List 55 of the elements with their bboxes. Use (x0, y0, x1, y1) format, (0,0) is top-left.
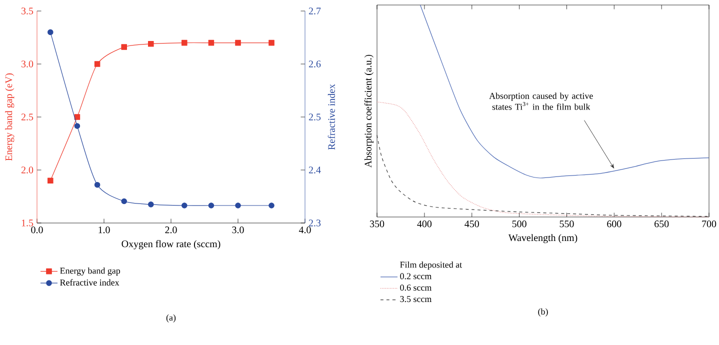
point (208, 202, 214, 208)
x-tick-label: 2.0 (165, 226, 177, 234)
point (74, 114, 80, 120)
x-tick-label: 700 (702, 220, 716, 228)
x-tick-label: 350 (370, 220, 384, 228)
y2-axis-title: Refractive index (328, 84, 335, 150)
y-tick-label: 3.0 (22, 60, 34, 68)
x-tick-label: 1.0 (98, 226, 110, 234)
point (268, 202, 274, 208)
point (48, 29, 54, 36)
y-tick-label: 3.5 (22, 8, 34, 14)
point (235, 40, 241, 46)
x-tick-label: 500 (512, 220, 526, 228)
legend-title: Film deposited at (400, 261, 462, 270)
x-tick-label: 600 (607, 220, 622, 228)
annotation: Absorption caused by active states Ti$^{3+}$ in the film bulk (489, 92, 593, 110)
y2-tick-label: 2.7 (308, 8, 321, 14)
legend-label: 3.5 sccm (400, 296, 432, 302)
x-tick-label: 550 (560, 220, 574, 228)
point (182, 40, 188, 46)
legend-label: 0.2 sccm (400, 273, 432, 280)
point (94, 61, 100, 67)
text: (b) (538, 308, 548, 316)
y-tick-label: 1.5 (22, 220, 34, 226)
x-tick-label: 400 (417, 220, 432, 228)
legend-label: Refractive index (60, 279, 120, 286)
point (121, 198, 127, 204)
y-tick-label: 2.0 (21, 166, 34, 174)
point (208, 40, 214, 46)
text: (a) (166, 314, 176, 322)
y-tick-label: 2.5 (21, 114, 34, 120)
legend-label: 0.6 sccm (400, 284, 432, 291)
x-axis-title: Oxygen flow rate (sccm) (122, 240, 220, 250)
y2-tick-label: 2.3 (308, 220, 321, 226)
y2-tick-label: 2.4 (308, 166, 321, 174)
x-axis-title: Wavelength (nm) (508, 234, 578, 244)
point (48, 178, 54, 184)
point (94, 182, 100, 188)
x-tick-label: 450 (464, 220, 479, 228)
x-tick-label: 650 (654, 220, 669, 228)
point (268, 40, 274, 46)
point (235, 202, 241, 208)
point (148, 40, 154, 47)
point (148, 202, 154, 208)
y-axis-title: Energy band gap (eV) (5, 73, 14, 161)
y2-tick-label: 2.5 (308, 114, 321, 120)
point (182, 202, 188, 208)
point (121, 44, 127, 50)
y-axis-title: Absorption coefficient (a.u.) (364, 54, 374, 168)
legend-label: Energy band gap (60, 267, 120, 276)
y2-tick-label: 2.6 (308, 60, 321, 68)
point (74, 123, 80, 129)
x-tick-label: 4.0 (298, 226, 311, 234)
x-tick-label: 3.0 (232, 226, 244, 234)
x-tick-label: 0.0 (31, 226, 43, 234)
